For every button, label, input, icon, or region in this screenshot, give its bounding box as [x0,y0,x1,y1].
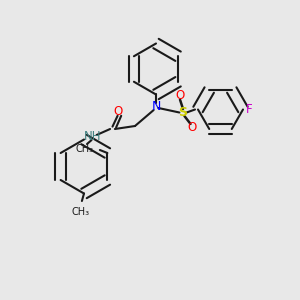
Text: CH₃: CH₃ [72,207,90,217]
Text: O: O [114,105,123,118]
Text: F: F [246,103,253,116]
Text: CH₃: CH₃ [76,143,94,154]
Text: N: N [151,100,161,113]
Text: O: O [176,89,184,103]
Text: S: S [178,106,188,119]
Text: NH: NH [84,130,102,143]
Text: O: O [188,121,196,134]
